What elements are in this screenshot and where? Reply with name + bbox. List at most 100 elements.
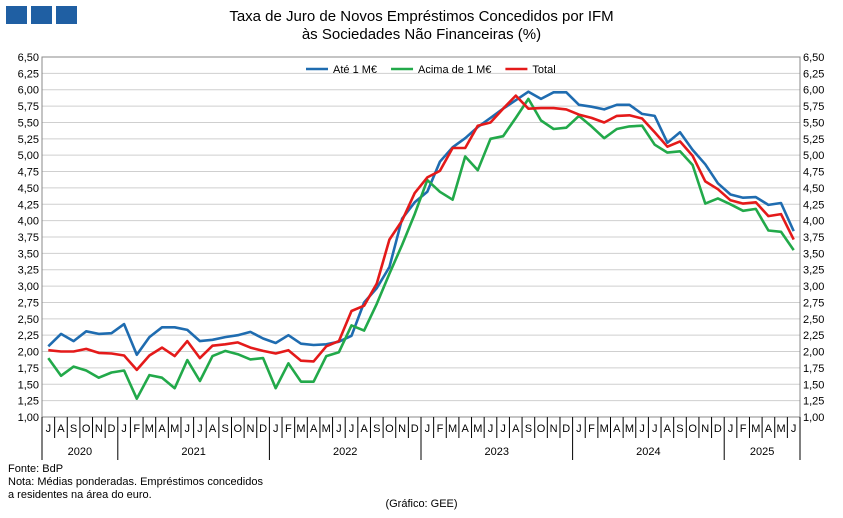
y-tick-label-left: 2,50 <box>18 314 39 326</box>
x-year-label: 2023 <box>485 446 509 458</box>
y-tick-label-right: 1,00 <box>803 412 824 424</box>
y-tick-label-left: 4,50 <box>18 183 39 195</box>
x-tick-month-label: J <box>488 423 494 435</box>
x-tick-month-label: J <box>791 423 797 435</box>
logo-block <box>6 6 27 24</box>
y-tick-label-left: 5,25 <box>18 134 39 146</box>
y-tick-label-left: 1,50 <box>18 379 39 391</box>
x-tick-month-label: M <box>600 423 609 435</box>
y-tick-label-right: 3,75 <box>803 232 824 244</box>
y-tick-label-right: 2,00 <box>803 347 824 359</box>
y-tick-label-left: 2,00 <box>18 347 39 359</box>
method-note-line1: Nota: Médias ponderadas. Empréstimos con… <box>8 476 263 488</box>
x-tick-month-label: O <box>385 423 394 435</box>
y-tick-label-right: 1,25 <box>803 396 824 408</box>
x-tick-month-label: F <box>437 423 444 435</box>
x-tick-month-label: A <box>462 423 470 435</box>
y-tick-label-left: 3,75 <box>18 232 39 244</box>
y-tick-label-right: 5,50 <box>803 117 824 129</box>
x-tick-month-label: J <box>652 423 658 435</box>
y-tick-label-right: 4,25 <box>803 199 824 211</box>
y-tick-label-left: 6,25 <box>18 68 39 80</box>
y-tick-label-right: 3,25 <box>803 265 824 277</box>
x-tick-month-label: A <box>158 423 166 435</box>
x-tick-month-label: A <box>57 423 65 435</box>
y-tick-label-right: 1,50 <box>803 379 824 391</box>
y-tick-label-left: 2,75 <box>18 297 39 309</box>
x-tick-month-label: J <box>273 423 279 435</box>
x-tick-month-label: A <box>765 423 773 435</box>
x-tick-month-label: O <box>688 423 697 435</box>
y-tick-label-left: 1,00 <box>18 412 39 424</box>
y-tick-label-left: 6,50 <box>18 52 39 64</box>
x-tick-month-label: J <box>185 423 191 435</box>
x-tick-month-label: M <box>473 423 482 435</box>
x-tick-month-label: O <box>537 423 546 435</box>
y-tick-label-right: 5,25 <box>803 134 824 146</box>
y-tick-label-left: 5,00 <box>18 150 39 162</box>
x-tick-month-label: D <box>259 423 267 435</box>
chart-credit: (Gráfico: GEE) <box>385 498 458 510</box>
y-tick-label-right: 2,25 <box>803 330 824 342</box>
y-tick-label-left: 1,25 <box>18 396 39 408</box>
x-tick-month-label: S <box>222 423 229 435</box>
y-tick-label-left: 5,75 <box>18 101 39 113</box>
y-tick-label-right: 6,00 <box>803 85 824 97</box>
x-tick-month-label: O <box>234 423 243 435</box>
x-tick-month-label: S <box>373 423 380 435</box>
x-tick-month-label: S <box>70 423 77 435</box>
x-tick-month-label: A <box>613 423 621 435</box>
x-tick-month-label: J <box>121 423 127 435</box>
x-tick-month-label: F <box>740 423 747 435</box>
x-tick-month-label: O <box>82 423 91 435</box>
y-tick-label-left: 4,25 <box>18 199 39 211</box>
source-note: Fonte: BdP <box>8 463 64 475</box>
x-tick-month-label: D <box>411 423 419 435</box>
x-tick-month-label: S <box>676 423 683 435</box>
series-line <box>48 94 795 372</box>
x-tick-month-label: J <box>349 423 355 435</box>
chart-title-line1: Taxa de Juro de Novos Empréstimos Conced… <box>229 8 614 25</box>
x-tick-month-label: M <box>145 423 154 435</box>
x-tick-month-label: D <box>108 423 116 435</box>
y-tick-label-left: 2,25 <box>18 330 39 342</box>
y-tick-label-right: 2,75 <box>803 297 824 309</box>
y-tick-label-left: 3,00 <box>18 281 39 293</box>
y-tick-label-right: 5,00 <box>803 150 824 162</box>
x-tick-month-label: M <box>296 423 305 435</box>
x-year-label: 2024 <box>636 446 660 458</box>
x-tick-month-label: A <box>360 423 368 435</box>
x-tick-month-label: D <box>562 423 570 435</box>
x-year-label: 2021 <box>181 446 205 458</box>
y-tick-label-left: 4,00 <box>18 216 39 228</box>
series-line <box>47 90 795 357</box>
y-tick-label-right: 4,00 <box>803 216 824 228</box>
x-tick-month-label: J <box>576 423 582 435</box>
x-tick-month-label: J <box>197 423 203 435</box>
x-tick-month-label: M <box>776 423 785 435</box>
legend-label: Total <box>532 64 555 76</box>
x-tick-month-label: M <box>170 423 179 435</box>
y-tick-label-right: 6,50 <box>803 52 824 64</box>
x-tick-month-label: A <box>209 423 217 435</box>
x-tick-month-label: A <box>512 423 520 435</box>
x-tick-month-label: J <box>425 423 431 435</box>
y-tick-label-left: 1,75 <box>18 363 39 375</box>
y-tick-label-right: 3,00 <box>803 281 824 293</box>
method-note-line2: a residentes na área do euro. <box>8 489 152 501</box>
y-tick-label-right: 1,75 <box>803 363 824 375</box>
x-tick-month-label: N <box>398 423 406 435</box>
y-tick-label-right: 4,75 <box>803 167 824 179</box>
y-tick-label-left: 3,25 <box>18 265 39 277</box>
x-year-label: 2022 <box>333 446 357 458</box>
series-line <box>47 97 795 401</box>
x-tick-month-label: N <box>701 423 709 435</box>
y-tick-label-right: 5,75 <box>803 101 824 113</box>
x-tick-month-label: J <box>639 423 645 435</box>
x-tick-month-label: F <box>133 423 140 435</box>
y-tick-label-left: 3,50 <box>18 248 39 260</box>
y-tick-label-right: 3,50 <box>803 248 824 260</box>
y-tick-label-right: 6,25 <box>803 68 824 80</box>
x-tick-month-label: F <box>285 423 292 435</box>
